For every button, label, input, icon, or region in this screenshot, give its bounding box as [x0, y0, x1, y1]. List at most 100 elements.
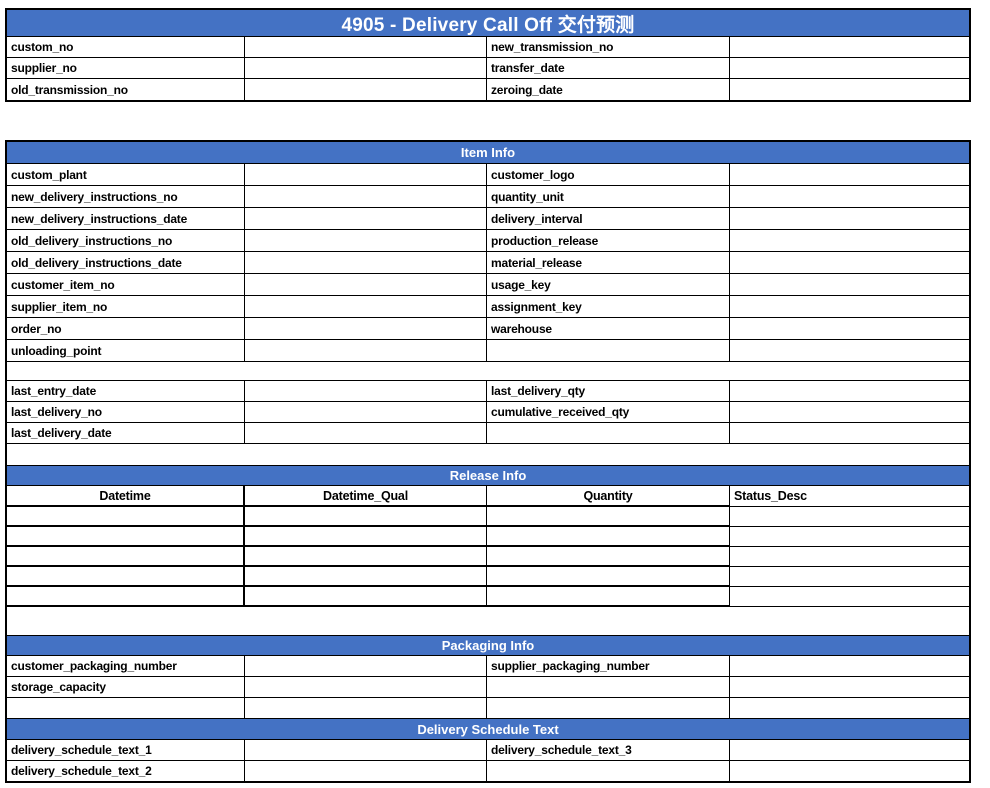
- label-last-delivery-no: last_delivery_no: [7, 402, 245, 422]
- release-cell[interactable]: [245, 507, 487, 527]
- table-row: custom_no new_transmission_no: [7, 37, 969, 58]
- table-row: unloading_point: [7, 340, 969, 362]
- table-row: last_delivery_no cumulative_received_qty: [7, 402, 969, 423]
- value-old-delivery-instructions-no[interactable]: [245, 230, 487, 251]
- empty-cell[interactable]: [245, 698, 487, 718]
- label-delivery-interval: delivery_interval: [487, 208, 730, 229]
- release-cell[interactable]: [7, 527, 245, 547]
- value-usage-key[interactable]: [730, 274, 969, 295]
- release-cell[interactable]: [245, 567, 487, 587]
- value-delivery-schedule-text-1[interactable]: [245, 740, 487, 760]
- release-cell[interactable]: [245, 527, 487, 547]
- label-usage-key: usage_key: [487, 274, 730, 295]
- header-table: 4905 - Delivery Call Off 交付预测 custom_no …: [5, 8, 971, 102]
- table-row: supplier_no transfer_date: [7, 58, 969, 79]
- release-cell[interactable]: [7, 587, 245, 607]
- value-last-entry-date[interactable]: [245, 381, 487, 401]
- label-customer-logo: customer_logo: [487, 164, 730, 185]
- release-cell[interactable]: [487, 507, 730, 527]
- value-unloading-point[interactable]: [245, 340, 487, 361]
- label-last-delivery-date: last_delivery_date: [7, 423, 245, 443]
- table-row: old_delivery_instructions_date material_…: [7, 252, 969, 274]
- value-last-delivery-no[interactable]: [245, 402, 487, 422]
- release-cell[interactable]: [7, 567, 245, 587]
- release-cell[interactable]: [730, 567, 969, 587]
- release-cell[interactable]: [487, 547, 730, 567]
- label-last-delivery-qty: last_delivery_qty: [487, 381, 730, 401]
- value-storage-capacity[interactable]: [245, 677, 487, 697]
- value-supplier-no[interactable]: [245, 58, 487, 78]
- value-custom-no[interactable]: [245, 37, 487, 57]
- spacer-row: [7, 607, 969, 636]
- value-new-transmission-no[interactable]: [730, 37, 969, 57]
- release-cell[interactable]: [245, 587, 487, 607]
- label-delivery-schedule-text-3: delivery_schedule_text_3: [487, 740, 730, 760]
- value-quantity-unit[interactable]: [730, 186, 969, 207]
- value-delivery-schedule-text-2[interactable]: [245, 761, 487, 781]
- table-row: customer_packaging_number supplier_packa…: [7, 656, 969, 677]
- value-old-transmission-no[interactable]: [245, 79, 487, 100]
- release-cell[interactable]: [730, 547, 969, 567]
- label-old-transmission-no: old_transmission_no: [7, 79, 245, 100]
- value-last-delivery-date[interactable]: [245, 423, 487, 443]
- value-delivery-schedule-text-3[interactable]: [730, 740, 969, 760]
- release-cell[interactable]: [7, 507, 245, 527]
- empty-cell[interactable]: [7, 698, 245, 718]
- table-row: delivery_schedule_text_1 delivery_schedu…: [7, 740, 969, 761]
- release-cell[interactable]: [487, 527, 730, 547]
- value-production-release[interactable]: [730, 230, 969, 251]
- label-warehouse: warehouse: [487, 318, 730, 339]
- value-order-no[interactable]: [245, 318, 487, 339]
- label-last-entry-date: last_entry_date: [7, 381, 245, 401]
- value-old-delivery-instructions-date[interactable]: [245, 252, 487, 273]
- value-material-release[interactable]: [730, 252, 969, 273]
- value-supplier-packaging-number[interactable]: [730, 656, 969, 676]
- empty-cell[interactable]: [487, 423, 730, 443]
- empty-cell[interactable]: [730, 677, 969, 697]
- value-customer-item-no[interactable]: [245, 274, 487, 295]
- label-material-release: material_release: [487, 252, 730, 273]
- value-zeroing-date[interactable]: [730, 79, 969, 100]
- column-header-datetime: Datetime: [7, 486, 245, 507]
- release-cell[interactable]: [245, 547, 487, 567]
- empty-cell[interactable]: [487, 761, 730, 781]
- value-new-delivery-instructions-no[interactable]: [245, 186, 487, 207]
- release-row: [7, 587, 969, 607]
- value-delivery-interval[interactable]: [730, 208, 969, 229]
- value-transfer-date[interactable]: [730, 58, 969, 78]
- empty-cell[interactable]: [730, 698, 969, 718]
- table-row: supplier_item_no assignment_key: [7, 296, 969, 318]
- empty-cell[interactable]: [730, 340, 969, 361]
- label-custom-no: custom_no: [7, 37, 245, 57]
- table-row: delivery_schedule_text_2: [7, 761, 969, 781]
- value-last-delivery-qty[interactable]: [730, 381, 969, 401]
- label-delivery-schedule-text-2: delivery_schedule_text_2: [7, 761, 245, 781]
- empty-cell[interactable]: [730, 761, 969, 781]
- value-cumulative-received-qty[interactable]: [730, 402, 969, 422]
- label-customer-packaging-number: customer_packaging_number: [7, 656, 245, 676]
- release-cell[interactable]: [7, 547, 245, 567]
- value-customer-packaging-number[interactable]: [245, 656, 487, 676]
- value-supplier-item-no[interactable]: [245, 296, 487, 317]
- form-title-bar: 4905 - Delivery Call Off 交付预测: [7, 10, 969, 37]
- value-custom-plant[interactable]: [245, 164, 487, 185]
- release-cell[interactable]: [730, 507, 969, 527]
- release-cell[interactable]: [730, 587, 969, 607]
- release-cell[interactable]: [487, 567, 730, 587]
- value-new-delivery-instructions-date[interactable]: [245, 208, 487, 229]
- value-customer-logo[interactable]: [730, 164, 969, 185]
- empty-cell[interactable]: [487, 698, 730, 718]
- empty-cell[interactable]: [730, 423, 969, 443]
- empty-cell[interactable]: [487, 677, 730, 697]
- label-quantity-unit: quantity_unit: [487, 186, 730, 207]
- release-cell[interactable]: [730, 527, 969, 547]
- release-row: [7, 567, 969, 587]
- label-supplier-no: supplier_no: [7, 58, 245, 78]
- section-header-item-info: Item Info: [7, 142, 969, 164]
- empty-cell[interactable]: [487, 340, 730, 361]
- release-cell[interactable]: [487, 587, 730, 607]
- value-warehouse[interactable]: [730, 318, 969, 339]
- label-delivery-schedule-text-1: delivery_schedule_text_1: [7, 740, 245, 760]
- value-assignment-key[interactable]: [730, 296, 969, 317]
